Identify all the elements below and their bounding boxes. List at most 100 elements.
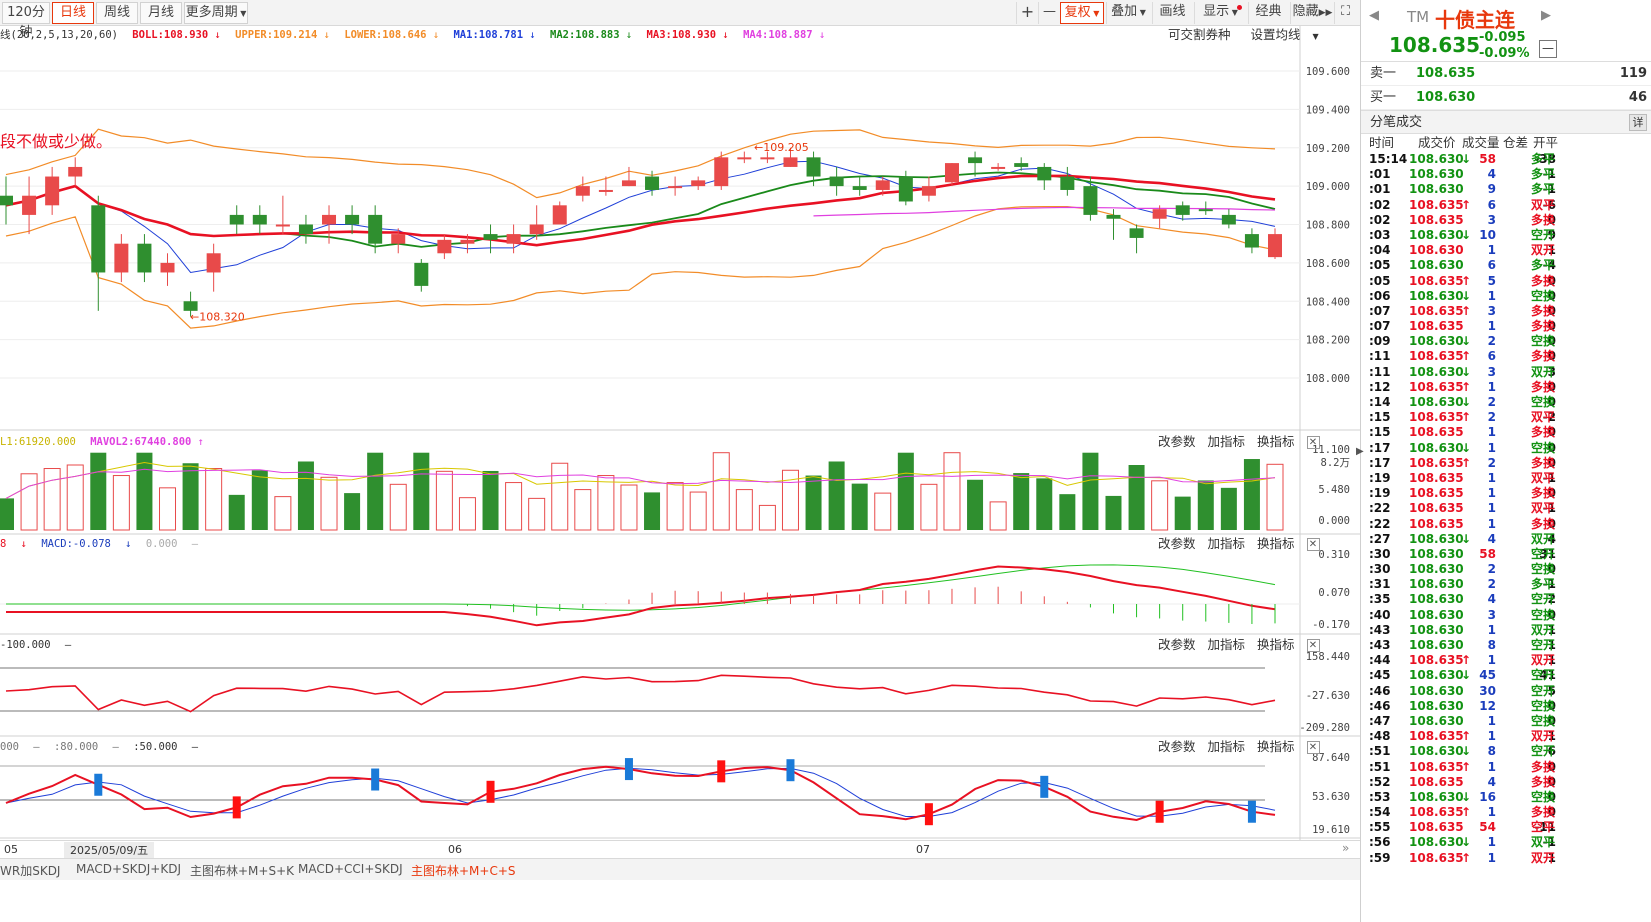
cci-line <box>5 674 1276 713</box>
trade-price: 108.630 <box>1409 622 1464 637</box>
next-contract-icon[interactable]: ▶ <box>1541 8 1551 23</box>
trade-volume: 1 <box>1487 850 1496 865</box>
trade-open-close: 多换 <box>1531 774 1556 789</box>
cci-pane <box>0 667 1276 713</box>
candle-body <box>806 157 821 177</box>
trade-oi-change: 1 <box>1547 243 1556 258</box>
candle-body <box>1129 228 1144 238</box>
hide-button[interactable]: 隐藏▶▶ <box>1290 2 1334 24</box>
tab-weekly[interactable]: 周线 <box>96 2 138 24</box>
trade-row: :01 108.630 9 -1 多平 <box>1361 182 1651 197</box>
display-button[interactable]: 显示 ▼ <box>1194 2 1246 24</box>
deliverable-bonds-button[interactable]: 可交割券种 <box>1168 27 1231 42</box>
main-legend: 线(20,2,5,13,20,60) BOLL:108.930 ↓ UPPER:… <box>0 26 1300 44</box>
template-tab-wr-skdj[interactable]: WR加SKDJ <box>0 864 61 878</box>
trade-volume: 2 <box>1487 410 1496 425</box>
macd-zero-value: 0.000 — <box>145 538 199 550</box>
trade-oi-change: -2 <box>1542 410 1556 425</box>
cci-switch-indicator-button[interactable]: 换指标 <box>1257 637 1295 652</box>
macd-change-param-button[interactable]: 改参数 <box>1158 536 1196 551</box>
trade-volume: 8 <box>1487 638 1496 652</box>
trade-time: :12 <box>1369 379 1391 394</box>
trade-price: 108.630 <box>1409 668 1464 683</box>
candle-body <box>898 176 913 202</box>
template-tab-macd-skdj-kdj[interactable]: MACD+SKDJ+KDJ <box>76 862 181 876</box>
trade-price: 108.630 <box>1409 243 1464 258</box>
volume-bars <box>0 452 1284 531</box>
overlay-button[interactable]: 叠加 ▼ <box>1106 2 1150 24</box>
trade-price: 108.635 <box>1409 197 1464 212</box>
trade-time: :07 <box>1369 319 1391 334</box>
macd-add-indicator-button[interactable]: 加指标 <box>1207 536 1246 551</box>
close-icon[interactable]: ✕ <box>1306 741 1320 754</box>
trade-volume: 1 <box>1487 440 1496 455</box>
kdj-add-indicator-button[interactable]: 加指标 <box>1207 739 1246 754</box>
zoom-in-button[interactable]: + <box>1016 2 1038 24</box>
close-icon[interactable]: ✕ <box>1306 639 1320 652</box>
trade-time: :01 <box>1369 167 1391 182</box>
trade-direction-icon: ↑ <box>1461 455 1472 470</box>
volume-bar <box>182 463 199 530</box>
trades-detail-button[interactable]: 详 <box>1629 114 1647 131</box>
trade-row: :17 108.630 ↓ 1 0 空换 <box>1361 441 1651 456</box>
quote-panel: ◀ TM 十债主连 ▶ 108.635 -0.095 -0.09% — 卖一 1… <box>1360 0 1651 922</box>
tab-more-periods[interactable]: 更多周期 ▼ <box>184 2 248 24</box>
cci-ref-text: 100.000 <box>6 639 51 651</box>
order-book: 卖一 108.635 119 买一 108.630 46 <box>1361 62 1651 110</box>
macd-dif-line <box>6 565 1276 627</box>
hide-label: 隐藏 <box>1292 4 1319 19</box>
set-ma-button[interactable]: 设置均线 ▼ <box>1243 27 1319 42</box>
trade-direction-icon: ↓ <box>1461 789 1472 804</box>
template-tab-boll-mcs[interactable]: 主图布林+M+C+S <box>411 864 516 878</box>
macd-value-text: MACD:-0.078 <box>41 538 111 550</box>
volume-bar <box>1105 495 1122 530</box>
scroll-right-icon[interactable]: » <box>1342 841 1350 855</box>
trade-volume: 8 <box>1487 744 1496 759</box>
zoom-out-button[interactable]: — <box>1038 2 1060 24</box>
cci-change-param-button[interactable]: 改参数 <box>1158 637 1196 652</box>
close-icon[interactable]: ✕ <box>1306 436 1320 449</box>
volume-bar <box>735 489 753 531</box>
trade-oi-change: 1 <box>1547 850 1556 865</box>
trade-open-close: 双开 <box>1531 531 1556 546</box>
candle-body <box>1221 214 1236 225</box>
price-tick-label: 108.200 <box>1306 335 1350 347</box>
trade-volume: 1 <box>1487 486 1496 501</box>
macd-dif-text: 8 <box>0 538 7 550</box>
vol-switch-indicator-button[interactable]: 换指标 <box>1257 434 1295 449</box>
fuquan-button[interactable]: 复权 ▼ <box>1060 2 1104 24</box>
tab-monthly[interactable]: 月线 <box>140 2 182 24</box>
volume-bar <box>920 483 938 531</box>
trade-oi-change: -6 <box>1542 197 1556 212</box>
trades-title: 分笔成交 <box>1370 115 1423 130</box>
trade-open-close: 空换 <box>1531 440 1556 455</box>
tab-daily[interactable]: 日线 <box>52 2 94 24</box>
trade-oi-change: 0 <box>1547 562 1556 577</box>
draw-line-button[interactable]: 画线 <box>1152 2 1192 24</box>
collapse-button[interactable]: — <box>1539 40 1557 58</box>
tab-120min[interactable]: 120分钟 <box>2 2 50 40</box>
volume-bar <box>1059 494 1076 530</box>
cci-add-indicator-button[interactable]: 加指标 <box>1207 637 1246 652</box>
kdj-change-param-button[interactable]: 改参数 <box>1158 739 1196 754</box>
fullscreen-icon[interactable]: ⛶ <box>1334 2 1356 24</box>
candle-body <box>944 163 959 183</box>
volume-bar <box>1036 478 1053 530</box>
template-tab-boll-msk[interactable]: 主图布林+M+S+K <box>190 864 295 878</box>
trade-volume: 58 <box>1479 152 1496 166</box>
vol-change-param-button[interactable]: 改参数 <box>1158 434 1196 449</box>
macd-switch-indicator-button[interactable]: 换指标 <box>1257 536 1295 551</box>
template-tab-macd-cci-skdj[interactable]: MACD+CCI+SKDJ <box>298 862 403 876</box>
panel-toggle-icon[interactable]: ▶ <box>1356 446 1364 457</box>
vol-add-indicator-button[interactable]: 加指标 <box>1207 434 1246 449</box>
trades-list[interactable]: 15:14 108.630 ↓ 58 -38 多平:01 108.630 4 -1 多平:01 10… <box>1361 152 1651 866</box>
close-icon[interactable]: ✕ <box>1306 538 1320 551</box>
classic-button[interactable]: 经典 <box>1248 2 1288 24</box>
trade-time: 15:14 <box>1369 152 1408 166</box>
trade-oi-change: 0 <box>1547 288 1556 303</box>
kdj-switch-indicator-button[interactable]: 换指标 <box>1257 739 1295 754</box>
trade-oi-change: -4 <box>1542 258 1556 273</box>
chart-area[interactable]: 109.600 109.400 109.200 109.000 108.800 108.6… <box>0 26 1360 840</box>
prev-contract-icon[interactable]: ◀ <box>1369 8 1379 23</box>
trade-row: :19 108.635 1 -1 双平 <box>1361 471 1651 486</box>
